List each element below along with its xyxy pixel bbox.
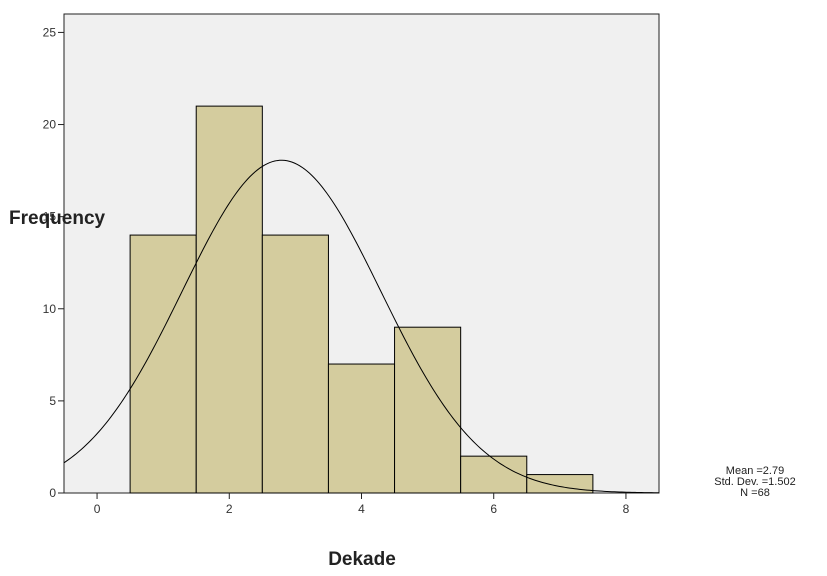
histogram-bar-5 <box>394 326 462 494</box>
y-tick-label: 25 <box>43 25 57 39</box>
y-tick-label: 0 <box>49 486 56 500</box>
x-tick-label: 4 <box>358 502 365 516</box>
stats-legend: Mean =2.79 Std. Dev. =1.502 N =68 <box>700 466 810 499</box>
histogram-bar-3 <box>261 234 329 494</box>
histogram-bar-7 <box>526 474 594 494</box>
x-tick-label: 6 <box>490 502 497 516</box>
x-tick-label: 8 <box>623 502 630 516</box>
x-tick-label: 2 <box>226 502 233 516</box>
histogram-bar-2 <box>195 105 263 494</box>
x-tick-label: 0 <box>94 502 101 516</box>
axis-layer: 0 5 10 15 20 25 0 2 4 6 8 <box>43 25 630 516</box>
histogram-bar-1 <box>129 234 197 494</box>
histogram-bar-4 <box>327 363 396 494</box>
y-tick-label: 10 <box>43 302 57 316</box>
bars-layer <box>129 105 594 494</box>
std-dev-stat: Std. Dev. =1.502 <box>714 476 796 488</box>
y-tick-label: 15 <box>43 210 57 224</box>
normal-curve-line <box>63 159 660 494</box>
histogram-bar-6 <box>460 455 528 494</box>
n-stat: N =68 <box>740 487 770 499</box>
x-axis-title: Dekade <box>328 549 396 570</box>
y-tick-label: 20 <box>43 118 57 132</box>
mean-stat: Mean =2.79 <box>725 465 785 477</box>
y-axis-title: Frequency <box>9 208 106 229</box>
y-tick-label: 5 <box>49 394 56 408</box>
